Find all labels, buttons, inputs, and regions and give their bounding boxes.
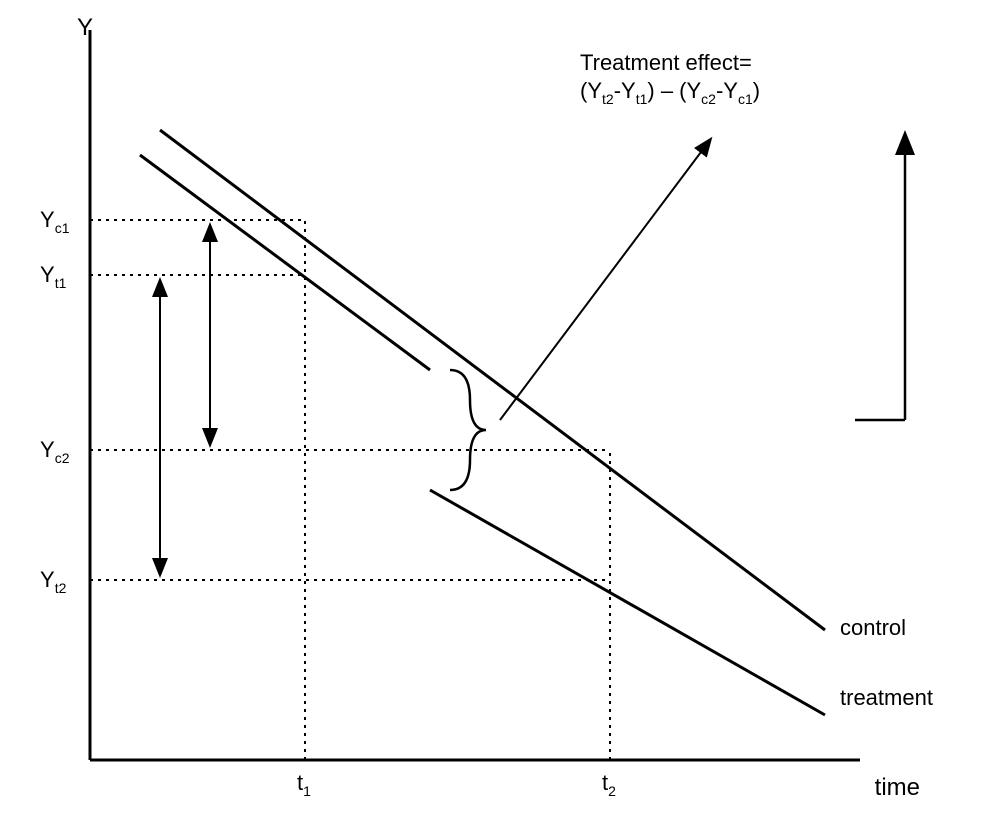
reference-lines — [90, 220, 610, 760]
x-tick-t1: t1 — [297, 770, 311, 799]
side-indicator — [855, 135, 905, 420]
difference-arrows — [160, 226, 210, 574]
x-axis-label: time — [875, 774, 920, 801]
treatment-effect-formula: Treatment effect= (Yt2-Yt1) – (Yc2-Yc1) — [580, 50, 760, 107]
control-label: control — [840, 615, 906, 640]
axes: Y time — [77, 14, 920, 801]
treatment-label: treatment — [840, 685, 933, 710]
formula-line2: (Yt2-Yt1) – (Yc2-Yc1) — [580, 78, 760, 107]
y-tick-Yt2: Yt2 — [40, 567, 67, 596]
did-diagram: Y time control treatment Yc1 Yt1 Yc2 Yt2 t1… — [0, 0, 1000, 830]
x-tick-labels: t1 t2 — [297, 770, 616, 799]
treatment-effect-brace — [450, 370, 486, 490]
brace-arrow — [500, 140, 710, 420]
y-tick-Yt1: Yt1 — [40, 262, 67, 291]
y-tick-labels: Yc1 Yt1 Yc2 Yt2 — [40, 207, 70, 596]
trend-lines: control treatment — [140, 130, 933, 715]
x-tick-t2: t2 — [602, 770, 616, 799]
control-line — [160, 130, 825, 630]
treatment-line-after — [430, 490, 825, 715]
y-tick-Yc1: Yc1 — [40, 207, 70, 236]
formula-line1: Treatment effect= — [580, 50, 752, 75]
treatment-line-before — [140, 155, 430, 370]
y-axis-label: Y — [77, 14, 93, 41]
y-tick-Yc2: Yc2 — [40, 437, 70, 466]
